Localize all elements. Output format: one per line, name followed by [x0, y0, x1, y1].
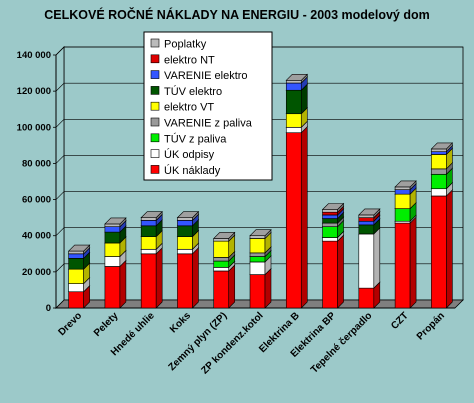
- x-category-label: Koks: [168, 310, 193, 335]
- bar-stack: [430, 142, 454, 309]
- legend-label: Poplatky: [164, 39, 207, 51]
- y-tick-labels: 0 20 000 40 000 60 000 80 000 100 000 120 000 1…: [17, 50, 56, 314]
- legend-label: VARENIE elektro: [164, 70, 248, 82]
- bar-stack: [140, 210, 163, 309]
- x-category-label: CZT: [389, 310, 411, 332]
- y-tick-label: 100 000: [17, 122, 51, 133]
- bar-segment: [358, 208, 381, 219]
- bar-segment: [176, 247, 200, 309]
- bar-segment: [104, 259, 127, 309]
- bar-stack: [104, 217, 127, 309]
- bar-segment: [430, 142, 454, 153]
- bar-segment: [285, 73, 308, 84]
- legend-item: TÚV elektro: [150, 85, 222, 98]
- bar-segment: [394, 180, 417, 191]
- legend-item: ÚK odpisy: [150, 148, 215, 161]
- bar-segment: [249, 228, 272, 240]
- x-category-label: ZP kondenz.kotol: [199, 310, 265, 376]
- legend-swatch: [150, 54, 160, 64]
- bar-stack: [249, 228, 272, 309]
- bar-segment: [321, 202, 345, 213]
- bar-segment: [104, 217, 127, 228]
- bar-stack: [213, 231, 236, 309]
- plot-side-wall: [55, 46, 65, 309]
- bar-segment: [176, 210, 200, 222]
- legend-label: ÚK odpisy: [164, 148, 215, 161]
- legend-item: elektro NT: [150, 54, 215, 66]
- y-tick-label: 140 000: [17, 50, 51, 61]
- gridline: [55, 46, 463, 56]
- legend-item: VARENIE elektro: [150, 70, 248, 82]
- legend-swatch: [150, 117, 160, 127]
- legend-label: VARENIE z paliva: [164, 118, 253, 130]
- legend-swatch: [150, 86, 160, 95]
- bar-segment: [140, 247, 163, 309]
- legend-item: VARENIE z paliva: [150, 117, 253, 130]
- legend-swatch: [150, 38, 160, 48]
- legend-label: elektro NT: [164, 54, 215, 66]
- legend-box: [143, 31, 273, 181]
- gridline: [55, 191, 463, 200]
- y-tick-label: 0: [46, 303, 51, 314]
- y-tick-label: 60 000: [22, 195, 51, 206]
- bar-segment: [285, 125, 308, 309]
- x-category-label: Tepelné čerpadlo: [309, 310, 374, 375]
- legend-label: elektro VT: [164, 102, 214, 114]
- bar-segment: [430, 189, 454, 309]
- bar-segment: [140, 210, 163, 222]
- bar-segment: [213, 264, 236, 309]
- legend-label: TÚV z paliva: [164, 132, 227, 145]
- legend-label: TÚV elektro: [164, 85, 222, 98]
- bar-segment: [321, 234, 345, 309]
- bar-stack: [176, 210, 200, 309]
- legend-swatch: [150, 149, 160, 158]
- bar-stack: [285, 73, 308, 309]
- legend-item: Poplatky: [150, 38, 207, 51]
- y-tick-label: 20 000: [22, 267, 51, 278]
- bar-segment: [213, 231, 236, 242]
- bar-segment: [67, 244, 91, 255]
- bar-segment: [394, 216, 417, 309]
- legend-item: elektro VT: [150, 101, 214, 114]
- legend-swatch: [150, 70, 160, 79]
- x-category-label: Pelety: [92, 310, 121, 339]
- legend-swatch: [150, 133, 160, 143]
- y-tick-label: 40 000: [22, 231, 51, 242]
- chart-title: CELKOVÉ ROČNÉ NÁKLADY NA ENERGIU - 2003 …: [44, 7, 429, 22]
- legend-label: ÚK náklady: [164, 164, 221, 177]
- bar-stack: [67, 244, 91, 309]
- legend-item: TÚV z paliva: [150, 132, 227, 145]
- x-category-label: Drevo: [56, 310, 84, 338]
- legend: Poplatky elektro NT VARENIE elektro TÚV ele…: [143, 31, 273, 181]
- bar-stack: [321, 202, 345, 309]
- gridline: [55, 82, 463, 92]
- legend-swatch: [150, 101, 160, 111]
- legend-swatch: [150, 165, 160, 174]
- x-category-label: Propán: [415, 310, 447, 342]
- bar-segment: [358, 227, 381, 289]
- gridline: [55, 155, 463, 164]
- bars: [67, 73, 454, 309]
- y-tick-label: 80 000: [22, 158, 51, 169]
- bar-stack: [394, 180, 417, 309]
- gridline: [55, 118, 463, 128]
- bar-stack: [358, 208, 381, 309]
- y-tick-label: 120 000: [17, 86, 51, 97]
- legend-item: ÚK náklady: [150, 164, 221, 177]
